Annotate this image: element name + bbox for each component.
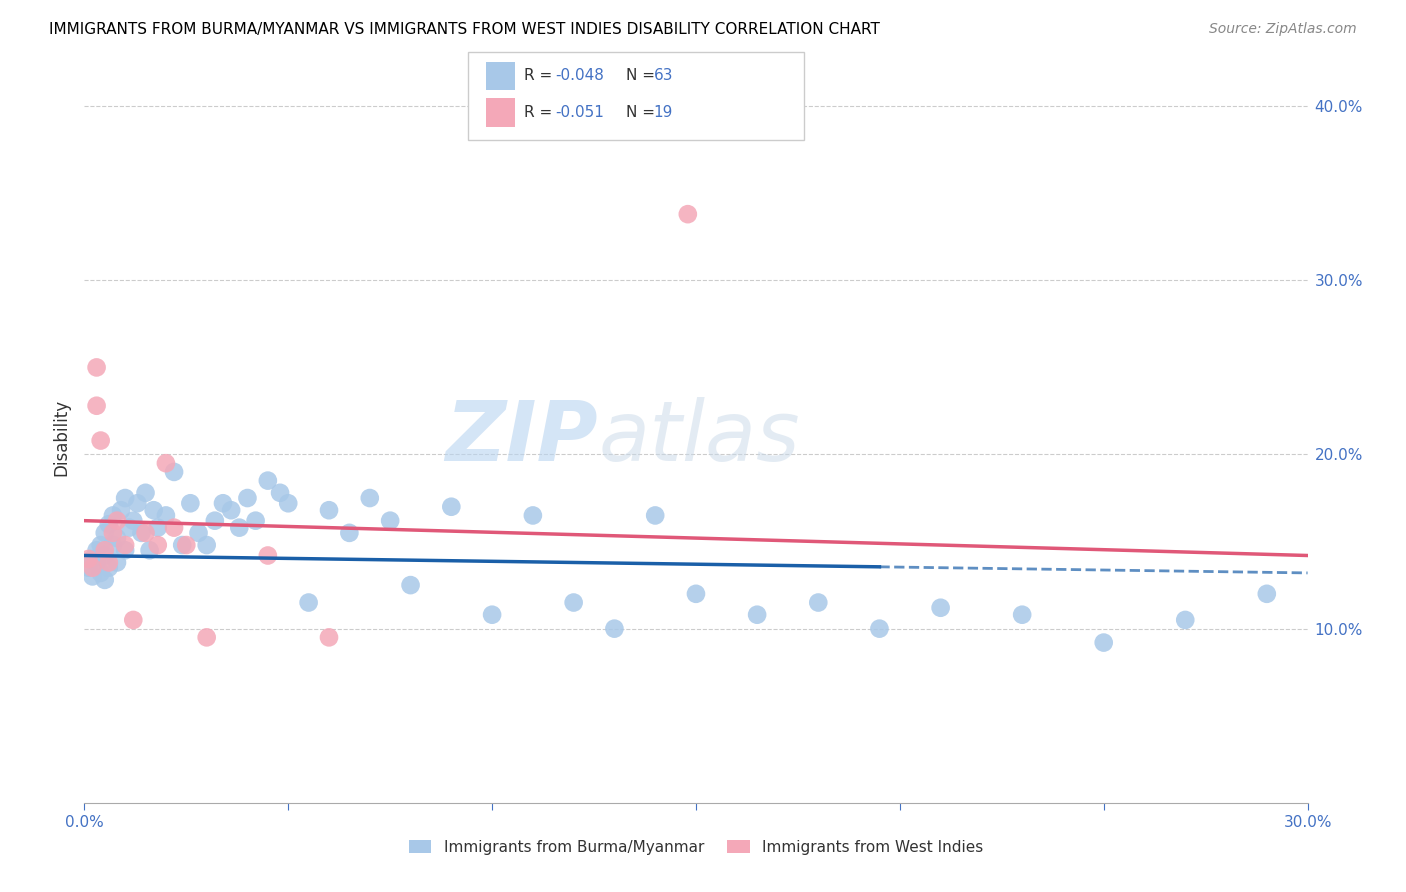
Point bbox=[138, 543, 160, 558]
Text: Source: ZipAtlas.com: Source: ZipAtlas.com bbox=[1209, 22, 1357, 37]
Point bbox=[90, 434, 112, 448]
Point bbox=[195, 538, 218, 552]
Point bbox=[93, 549, 115, 563]
Text: N =: N = bbox=[626, 69, 659, 83]
Legend: Immigrants from Burma/Myanmar, Immigrants from West Indies: Immigrants from Burma/Myanmar, Immigrant… bbox=[402, 834, 990, 861]
Point bbox=[77, 552, 100, 566]
Point bbox=[195, 631, 218, 645]
Point bbox=[142, 503, 165, 517]
Text: N =: N = bbox=[626, 105, 659, 120]
Point bbox=[155, 508, 177, 523]
Point bbox=[82, 560, 104, 574]
Point bbox=[603, 622, 626, 636]
Point bbox=[174, 538, 197, 552]
Point bbox=[644, 508, 666, 523]
Text: atlas: atlas bbox=[598, 397, 800, 477]
Text: R =: R = bbox=[524, 69, 558, 83]
Point bbox=[257, 474, 280, 488]
Point bbox=[90, 538, 112, 552]
Point bbox=[298, 595, 321, 609]
Point bbox=[212, 496, 235, 510]
Point bbox=[146, 521, 169, 535]
Point bbox=[269, 485, 291, 500]
Point bbox=[676, 207, 699, 221]
Point bbox=[101, 508, 124, 523]
Point bbox=[105, 531, 128, 545]
Point bbox=[155, 456, 177, 470]
Point bbox=[110, 503, 132, 517]
Point bbox=[101, 538, 124, 552]
Point bbox=[135, 485, 157, 500]
Point bbox=[97, 517, 120, 532]
Point bbox=[114, 538, 136, 552]
Point bbox=[277, 496, 299, 510]
Point bbox=[380, 514, 402, 528]
Point bbox=[97, 556, 120, 570]
Point bbox=[179, 496, 201, 510]
Point bbox=[86, 543, 108, 558]
Point bbox=[257, 549, 280, 563]
Point bbox=[228, 521, 250, 535]
Point bbox=[318, 631, 340, 645]
Point bbox=[82, 552, 104, 566]
Point bbox=[399, 578, 422, 592]
Point bbox=[339, 525, 361, 540]
Point bbox=[86, 399, 108, 413]
Point bbox=[105, 556, 128, 570]
Point bbox=[93, 543, 115, 558]
Point bbox=[127, 496, 149, 510]
Point bbox=[86, 556, 108, 570]
Point bbox=[77, 560, 100, 574]
Point bbox=[187, 525, 209, 540]
Point bbox=[219, 503, 242, 517]
Point bbox=[1256, 587, 1278, 601]
Point bbox=[93, 525, 115, 540]
Point bbox=[685, 587, 707, 601]
Point bbox=[1174, 613, 1197, 627]
Point bbox=[245, 514, 267, 528]
Point bbox=[122, 613, 145, 627]
Point bbox=[747, 607, 769, 622]
Point bbox=[440, 500, 463, 514]
Point bbox=[318, 503, 340, 517]
Point bbox=[236, 491, 259, 505]
Point bbox=[163, 521, 186, 535]
Point bbox=[562, 595, 585, 609]
Point bbox=[146, 538, 169, 552]
Point bbox=[131, 525, 153, 540]
Point bbox=[114, 491, 136, 505]
Point bbox=[97, 560, 120, 574]
Point bbox=[101, 525, 124, 540]
Point bbox=[122, 514, 145, 528]
Point bbox=[163, 465, 186, 479]
Point bbox=[1092, 635, 1115, 649]
Point bbox=[135, 525, 157, 540]
Point bbox=[807, 595, 830, 609]
Point bbox=[93, 573, 115, 587]
Point bbox=[359, 491, 381, 505]
Y-axis label: Disability: Disability bbox=[52, 399, 70, 475]
Point bbox=[90, 566, 112, 580]
Point bbox=[929, 600, 952, 615]
Point bbox=[82, 569, 104, 583]
Point bbox=[1011, 607, 1033, 622]
Point bbox=[522, 508, 544, 523]
Text: IMMIGRANTS FROM BURMA/MYANMAR VS IMMIGRANTS FROM WEST INDIES DISABILITY CORRELAT: IMMIGRANTS FROM BURMA/MYANMAR VS IMMIGRA… bbox=[49, 22, 880, 37]
Point bbox=[118, 521, 141, 535]
Point bbox=[114, 543, 136, 558]
Text: 19: 19 bbox=[654, 105, 673, 120]
Point bbox=[204, 514, 226, 528]
Text: ZIP: ZIP bbox=[446, 397, 598, 477]
Text: R =: R = bbox=[524, 105, 558, 120]
Point bbox=[481, 607, 503, 622]
Point bbox=[105, 514, 128, 528]
Point bbox=[172, 538, 194, 552]
Text: 63: 63 bbox=[654, 69, 673, 83]
Text: -0.048: -0.048 bbox=[555, 69, 605, 83]
Text: -0.051: -0.051 bbox=[555, 105, 605, 120]
Point bbox=[869, 622, 891, 636]
Point bbox=[86, 360, 108, 375]
